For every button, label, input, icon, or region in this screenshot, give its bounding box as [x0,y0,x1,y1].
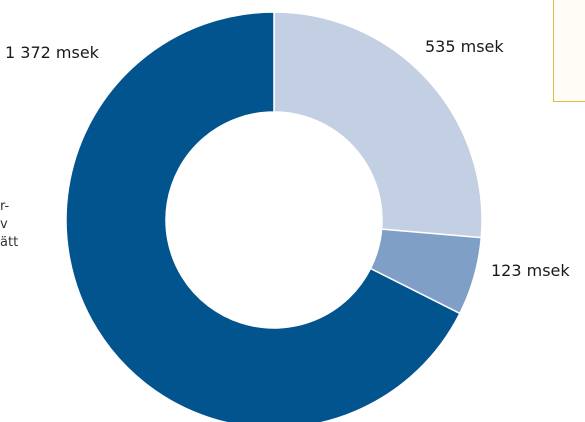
slice-label-123: 123 msek [491,261,570,280]
slice-label-535: 535 msek [425,37,504,56]
slice-label-1372: 1 372 msek [5,43,100,62]
side-text-line-1: r- [0,199,10,214]
side-text-line-3: ätt [0,235,18,250]
callout-box [553,0,585,102]
donut-slices [65,11,483,422]
side-text-line-2: v [0,217,8,232]
donut-slice-2 [65,11,461,422]
donut-slice-0 [273,11,483,239]
